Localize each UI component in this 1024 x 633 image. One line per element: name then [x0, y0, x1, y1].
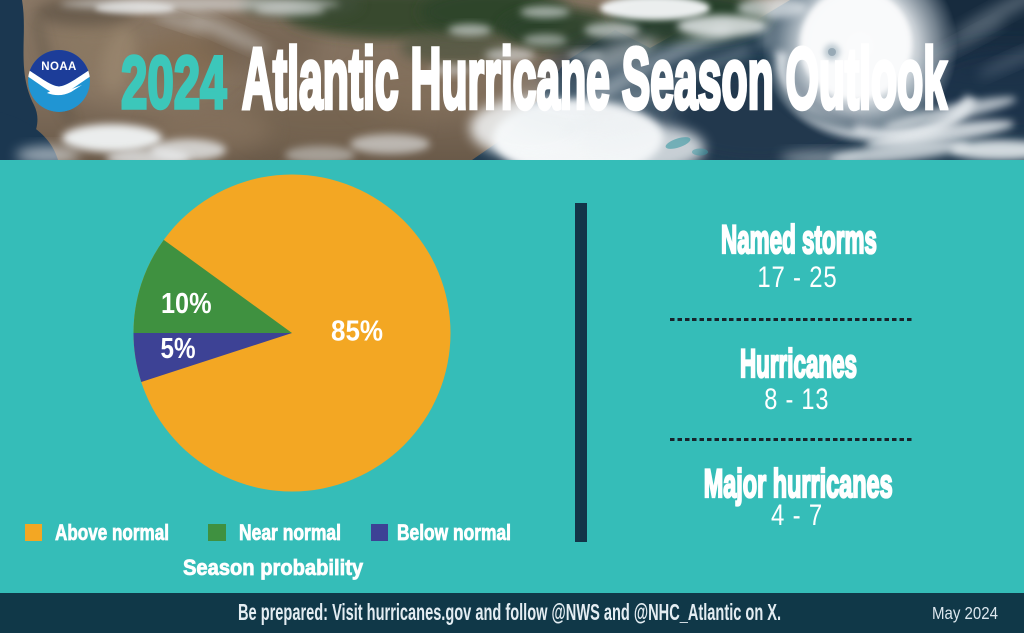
- svg-text:5%: 5%: [161, 333, 196, 365]
- svg-text:10%: 10%: [161, 288, 212, 320]
- svg-text:NOAA: NOAA: [41, 61, 76, 73]
- svg-text:85%: 85%: [331, 315, 383, 347]
